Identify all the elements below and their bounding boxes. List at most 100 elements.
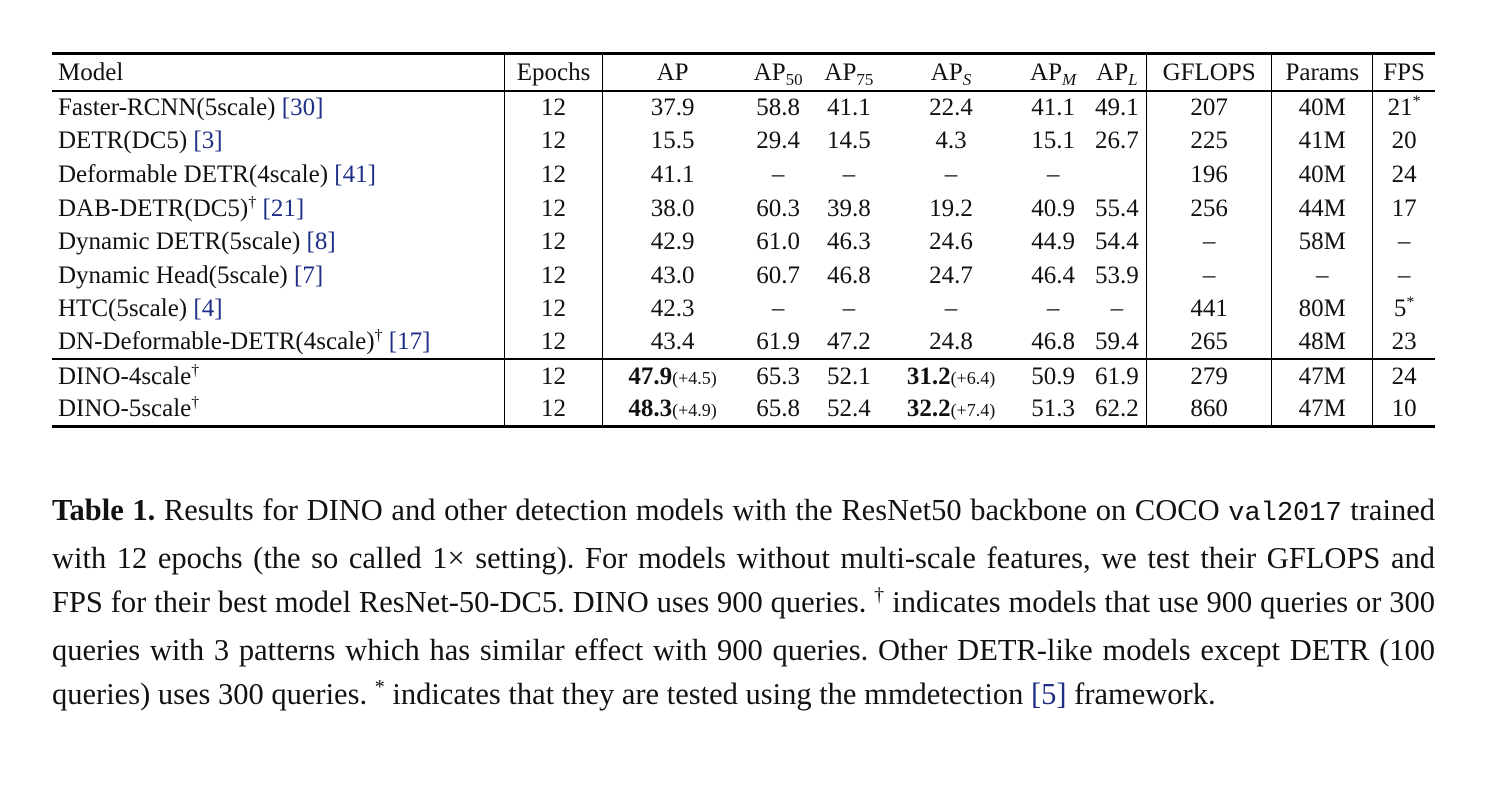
apm-cell: 44.9: [1031, 228, 1075, 256]
aps-cell: 19.2: [929, 194, 973, 222]
epochs-cell: 12: [504, 191, 603, 225]
header-apm: APM: [1018, 52, 1088, 92]
dino-row: DINO-5scale† 12 48.3(+4.9) 65.8 52.4 32.2(+7.…: [52, 392, 1435, 428]
asterisk-mark: *: [1412, 93, 1421, 111]
ap75-cell: –: [842, 160, 856, 188]
params-cell: –: [1271, 258, 1374, 293]
ap-delta: (+4.9): [672, 400, 717, 421]
fps-cell: 24: [1372, 358, 1435, 393]
header-ap50: AP50: [742, 52, 815, 92]
ap75-cell: 47.2: [827, 328, 871, 356]
citation-link[interactable]: [4]: [193, 295, 223, 323]
apm-cell: 41.1: [1031, 94, 1075, 122]
ap-cell: 43.0: [650, 261, 695, 289]
citation-link[interactable]: [7]: [294, 261, 324, 289]
caption-dagger: †: [874, 583, 885, 606]
epochs-cell: 12: [504, 358, 603, 393]
aps-cell: 32.2(+7.4): [883, 392, 1019, 428]
table-row: DN-Deformable-DETR(4scale)† [17] 12 43.4 61…: [52, 325, 1435, 360]
citation-link[interactable]: [41]: [334, 160, 376, 188]
fps-value: 23: [1391, 328, 1417, 356]
citation-link[interactable]: [30]: [281, 94, 324, 122]
ap50-cell: –: [771, 160, 785, 188]
fps-value: –: [1397, 228, 1411, 256]
ap75-cell: 41.1: [827, 94, 871, 122]
fps-value: 17: [1391, 194, 1417, 222]
caption-label: Table 1.: [52, 492, 156, 527]
dagger-mark: †: [191, 394, 200, 412]
apl-cell: 61.9: [1087, 358, 1147, 393]
header-row: Model Epochs AP AP50 AP75 APS APM APL GF…: [52, 52, 1435, 92]
apm-cell: –: [1046, 295, 1060, 323]
ap50-cell: 65.8: [742, 392, 815, 428]
citation-link[interactable]: [17]: [388, 328, 431, 356]
caption-ref-link[interactable]: [5]: [1030, 676, 1067, 711]
header-aps: APS: [883, 52, 1019, 92]
apl-cell: –: [1087, 292, 1147, 326]
ap50-cell: 60.7: [756, 261, 801, 289]
model-name: DETR(DC5): [58, 127, 188, 155]
table-row: DAB-DETR(DC5)† [21] 12 38.0 60.3 39.8 19.2 40.…: [52, 191, 1435, 225]
table-row: Faster-RCNN(5scale) [30] 12 37.9 58.8 41.1 22…: [52, 90, 1435, 125]
model-name: Faster-RCNN(5scale): [58, 94, 276, 122]
params-cell: 48M: [1271, 325, 1374, 360]
table-row: Dynamic Head(5scale) [7] 12 43.0 60.7 46.8 24…: [52, 258, 1435, 293]
apm-cell: 50.9: [1018, 358, 1088, 393]
fps-cell: 10: [1372, 392, 1435, 428]
caption-text-5: framework.: [1066, 676, 1216, 711]
ap-cell: 15.5: [650, 127, 695, 155]
params-cell: 40M: [1271, 90, 1374, 125]
apl-cell: 26.7: [1087, 124, 1147, 158]
ap-value: 48.3: [628, 395, 673, 423]
model-name: Deformable DETR(4scale): [58, 160, 329, 188]
ap-cell: 38.0: [650, 194, 695, 222]
citation-link[interactable]: [8]: [306, 228, 336, 256]
epochs-cell: 12: [504, 292, 603, 326]
params-cell: 44M: [1271, 191, 1374, 225]
ap75-cell: 52.4: [814, 392, 884, 428]
caption-text-4: indicates that they are tested using the…: [384, 676, 1031, 711]
header-epochs: Epochs: [504, 52, 603, 92]
apl-cell: 49.1: [1087, 90, 1147, 125]
ap-cell: 41.1: [650, 160, 695, 188]
ap50-cell: 61.0: [756, 228, 801, 256]
ap50-cell: –: [771, 295, 785, 323]
apl-cell: 59.4: [1087, 325, 1147, 360]
aps-cell: 24.7: [929, 261, 973, 289]
fps-value: 21: [1387, 94, 1413, 122]
ap50-cell: 29.4: [756, 127, 801, 155]
header-ap75: AP75: [814, 52, 884, 92]
aps-value: 31.2: [906, 363, 951, 391]
dino-row: DINO-4scale† 12 47.9(+4.5) 65.3 52.1 31.2(+6.…: [52, 358, 1435, 393]
header-ap: AP: [602, 52, 743, 92]
header-params: Params: [1271, 52, 1374, 92]
dino-rows: DINO-4scale† 12 47.9(+4.5) 65.3 52.1 31.2(+6.…: [52, 358, 1435, 428]
model-cell: DETR(DC5) [3]: [52, 124, 506, 158]
dagger-mark: †: [374, 327, 383, 345]
apm-cell: –: [1046, 160, 1060, 188]
epochs-cell: 12: [504, 90, 603, 125]
citation-link[interactable]: [3]: [193, 127, 223, 155]
fps-cell: 5*: [1373, 292, 1435, 326]
caption-text-3: indicates models that use 900 queries or…: [52, 584, 1435, 711]
epochs-cell: 12: [504, 325, 603, 360]
table-caption: Table 1. Results for DINO and other dete…: [52, 488, 1435, 720]
model-cell: DINO-5scale†: [52, 392, 506, 428]
citation-link[interactable]: [21]: [262, 194, 305, 222]
model-cell: Deformable DETR(4scale) [41]: [52, 157, 506, 192]
table-row: HTC(5scale) [4] 12 42.3– – – – –441 80M 5*: [52, 292, 1435, 326]
model-name: DN-Deformable-DETR(4scale): [58, 328, 375, 356]
fps-cell: 21*: [1373, 91, 1435, 125]
aps-delta: (+6.4): [950, 368, 996, 389]
aps-cell: 24.6: [929, 228, 973, 256]
caption-code: val2017: [1228, 498, 1342, 529]
gflops-cell: 256: [1146, 191, 1273, 225]
ap50-cell: 58.8: [756, 94, 801, 122]
baseline-rows: Faster-RCNN(5scale) [30] 12 37.9 58.8 41.1 22…: [52, 90, 1435, 360]
asterisk-mark: *: [1406, 294, 1415, 312]
caption-text-1: Results for DINO and other detection mod…: [155, 492, 1229, 527]
ap50-cell: 65.3: [742, 358, 815, 393]
aps-delta: (+7.4): [950, 400, 996, 421]
gflops-cell: 441: [1146, 292, 1273, 326]
ap75-cell: 46.3: [827, 228, 871, 256]
